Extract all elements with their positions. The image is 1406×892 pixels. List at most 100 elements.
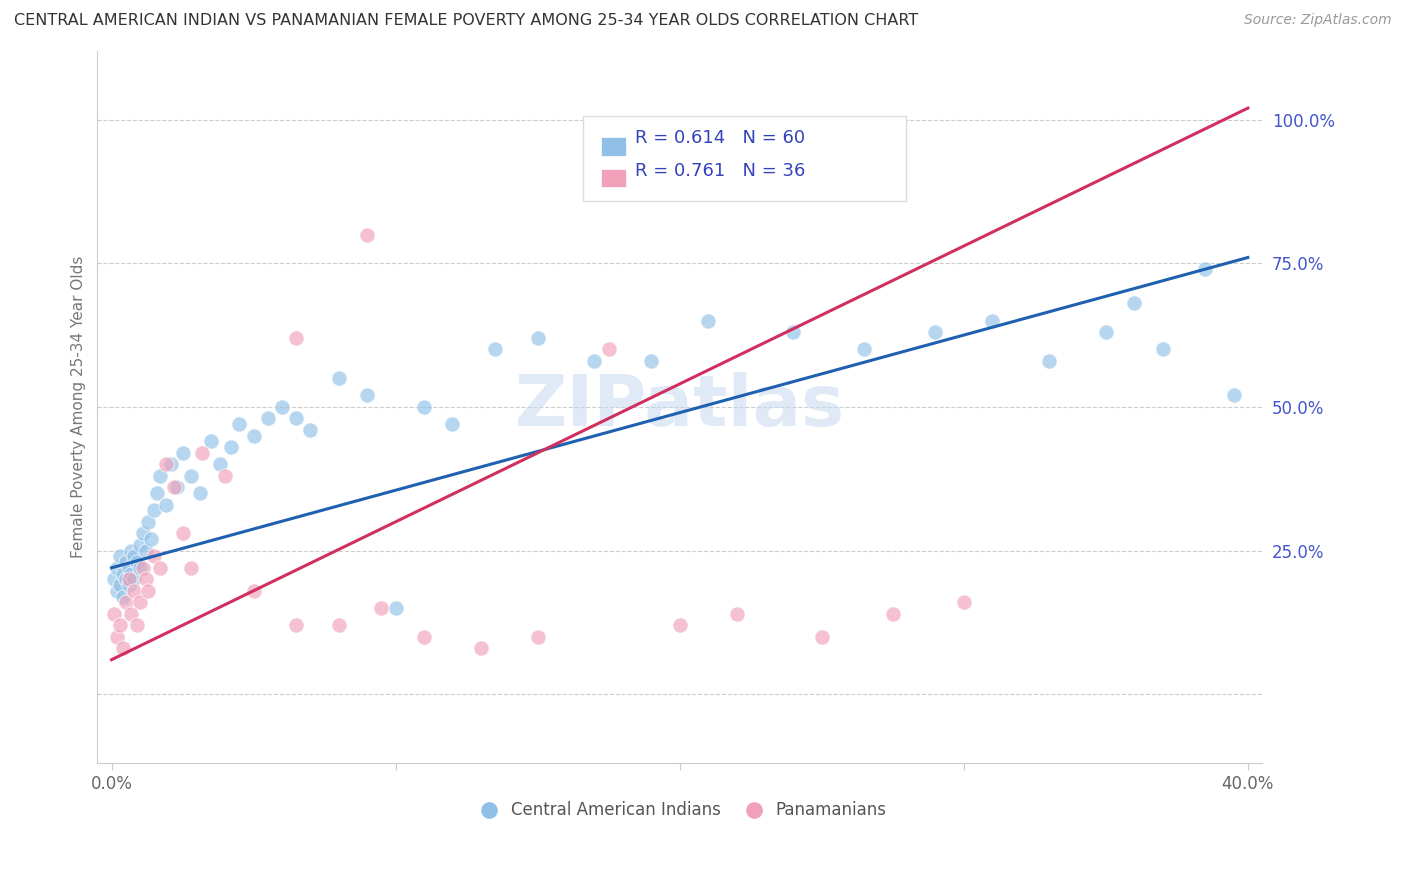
Point — [166, 480, 188, 494]
Point — [108, 618, 131, 632]
Point — [668, 618, 690, 632]
Point — [143, 549, 166, 564]
Point — [384, 601, 406, 615]
Text: ZIPatlas: ZIPatlas — [515, 372, 845, 442]
Point — [285, 411, 308, 425]
Point — [208, 458, 231, 472]
Point — [725, 607, 748, 621]
Point — [228, 417, 250, 431]
Point — [952, 595, 974, 609]
Point — [160, 458, 183, 472]
Point — [853, 343, 876, 357]
Point — [180, 561, 202, 575]
Point — [149, 561, 172, 575]
Point — [180, 468, 202, 483]
Point — [782, 325, 804, 339]
Point — [141, 532, 163, 546]
Point — [214, 468, 236, 483]
Point — [413, 400, 436, 414]
Point — [124, 572, 146, 586]
Point — [124, 549, 146, 564]
Legend: Central American Indians, Panamanians: Central American Indians, Panamanians — [465, 795, 893, 826]
Point — [356, 227, 378, 242]
Text: CENTRAL AMERICAN INDIAN VS PANAMANIAN FEMALE POVERTY AMONG 25-34 YEAR OLDS CORRE: CENTRAL AMERICAN INDIAN VS PANAMANIAN FE… — [14, 13, 918, 29]
Point — [697, 314, 720, 328]
Point — [526, 630, 548, 644]
Point — [132, 561, 155, 575]
Point — [441, 417, 464, 431]
Point — [105, 561, 128, 575]
Point — [120, 566, 142, 581]
Point — [135, 543, 157, 558]
Point — [117, 572, 139, 586]
Point — [191, 446, 214, 460]
Point — [124, 583, 146, 598]
Point — [114, 595, 136, 609]
Point — [105, 583, 128, 598]
Point — [810, 630, 832, 644]
Point — [146, 486, 169, 500]
Point — [256, 411, 278, 425]
Point — [111, 566, 134, 581]
Point — [138, 515, 160, 529]
Point — [103, 572, 125, 586]
Point — [129, 595, 152, 609]
Point — [114, 572, 136, 586]
Point — [155, 498, 177, 512]
Point — [924, 325, 946, 339]
Point — [117, 561, 139, 575]
Point — [242, 583, 264, 598]
Text: Source: ZipAtlas.com: Source: ZipAtlas.com — [1244, 13, 1392, 28]
Point — [219, 440, 242, 454]
Point — [132, 526, 155, 541]
Point — [114, 555, 136, 569]
Point — [127, 618, 149, 632]
Point — [105, 630, 128, 644]
Point — [127, 555, 149, 569]
Point — [129, 561, 152, 575]
Point — [1152, 343, 1174, 357]
Text: R = 0.614   N = 60: R = 0.614 N = 60 — [636, 129, 804, 147]
Point — [120, 543, 142, 558]
Point — [242, 428, 264, 442]
Point — [1194, 262, 1216, 277]
Point — [299, 423, 322, 437]
Point — [129, 538, 152, 552]
Point — [200, 434, 222, 449]
Point — [1038, 354, 1060, 368]
Point — [526, 331, 548, 345]
Point — [163, 480, 186, 494]
Point — [981, 314, 1004, 328]
Point — [155, 458, 177, 472]
Point — [413, 630, 436, 644]
Point — [470, 641, 492, 656]
Point — [356, 388, 378, 402]
Point — [117, 578, 139, 592]
Point — [370, 601, 392, 615]
Point — [108, 549, 131, 564]
Point — [188, 486, 211, 500]
Point — [1094, 325, 1116, 339]
Point — [882, 607, 904, 621]
Point — [285, 331, 308, 345]
Point — [135, 572, 157, 586]
Point — [328, 371, 350, 385]
Point — [328, 618, 350, 632]
Point — [1222, 388, 1244, 402]
Point — [108, 578, 131, 592]
Point — [172, 446, 194, 460]
Point — [484, 343, 506, 357]
Point — [120, 607, 142, 621]
Point — [583, 354, 606, 368]
Point — [143, 503, 166, 517]
Point — [271, 400, 294, 414]
Text: R = 0.761   N = 36: R = 0.761 N = 36 — [636, 161, 806, 179]
Point — [285, 618, 308, 632]
Point — [640, 354, 662, 368]
Point — [111, 641, 134, 656]
Point — [149, 468, 172, 483]
Point — [111, 590, 134, 604]
Point — [598, 343, 620, 357]
Point — [1123, 296, 1146, 310]
Point — [172, 526, 194, 541]
